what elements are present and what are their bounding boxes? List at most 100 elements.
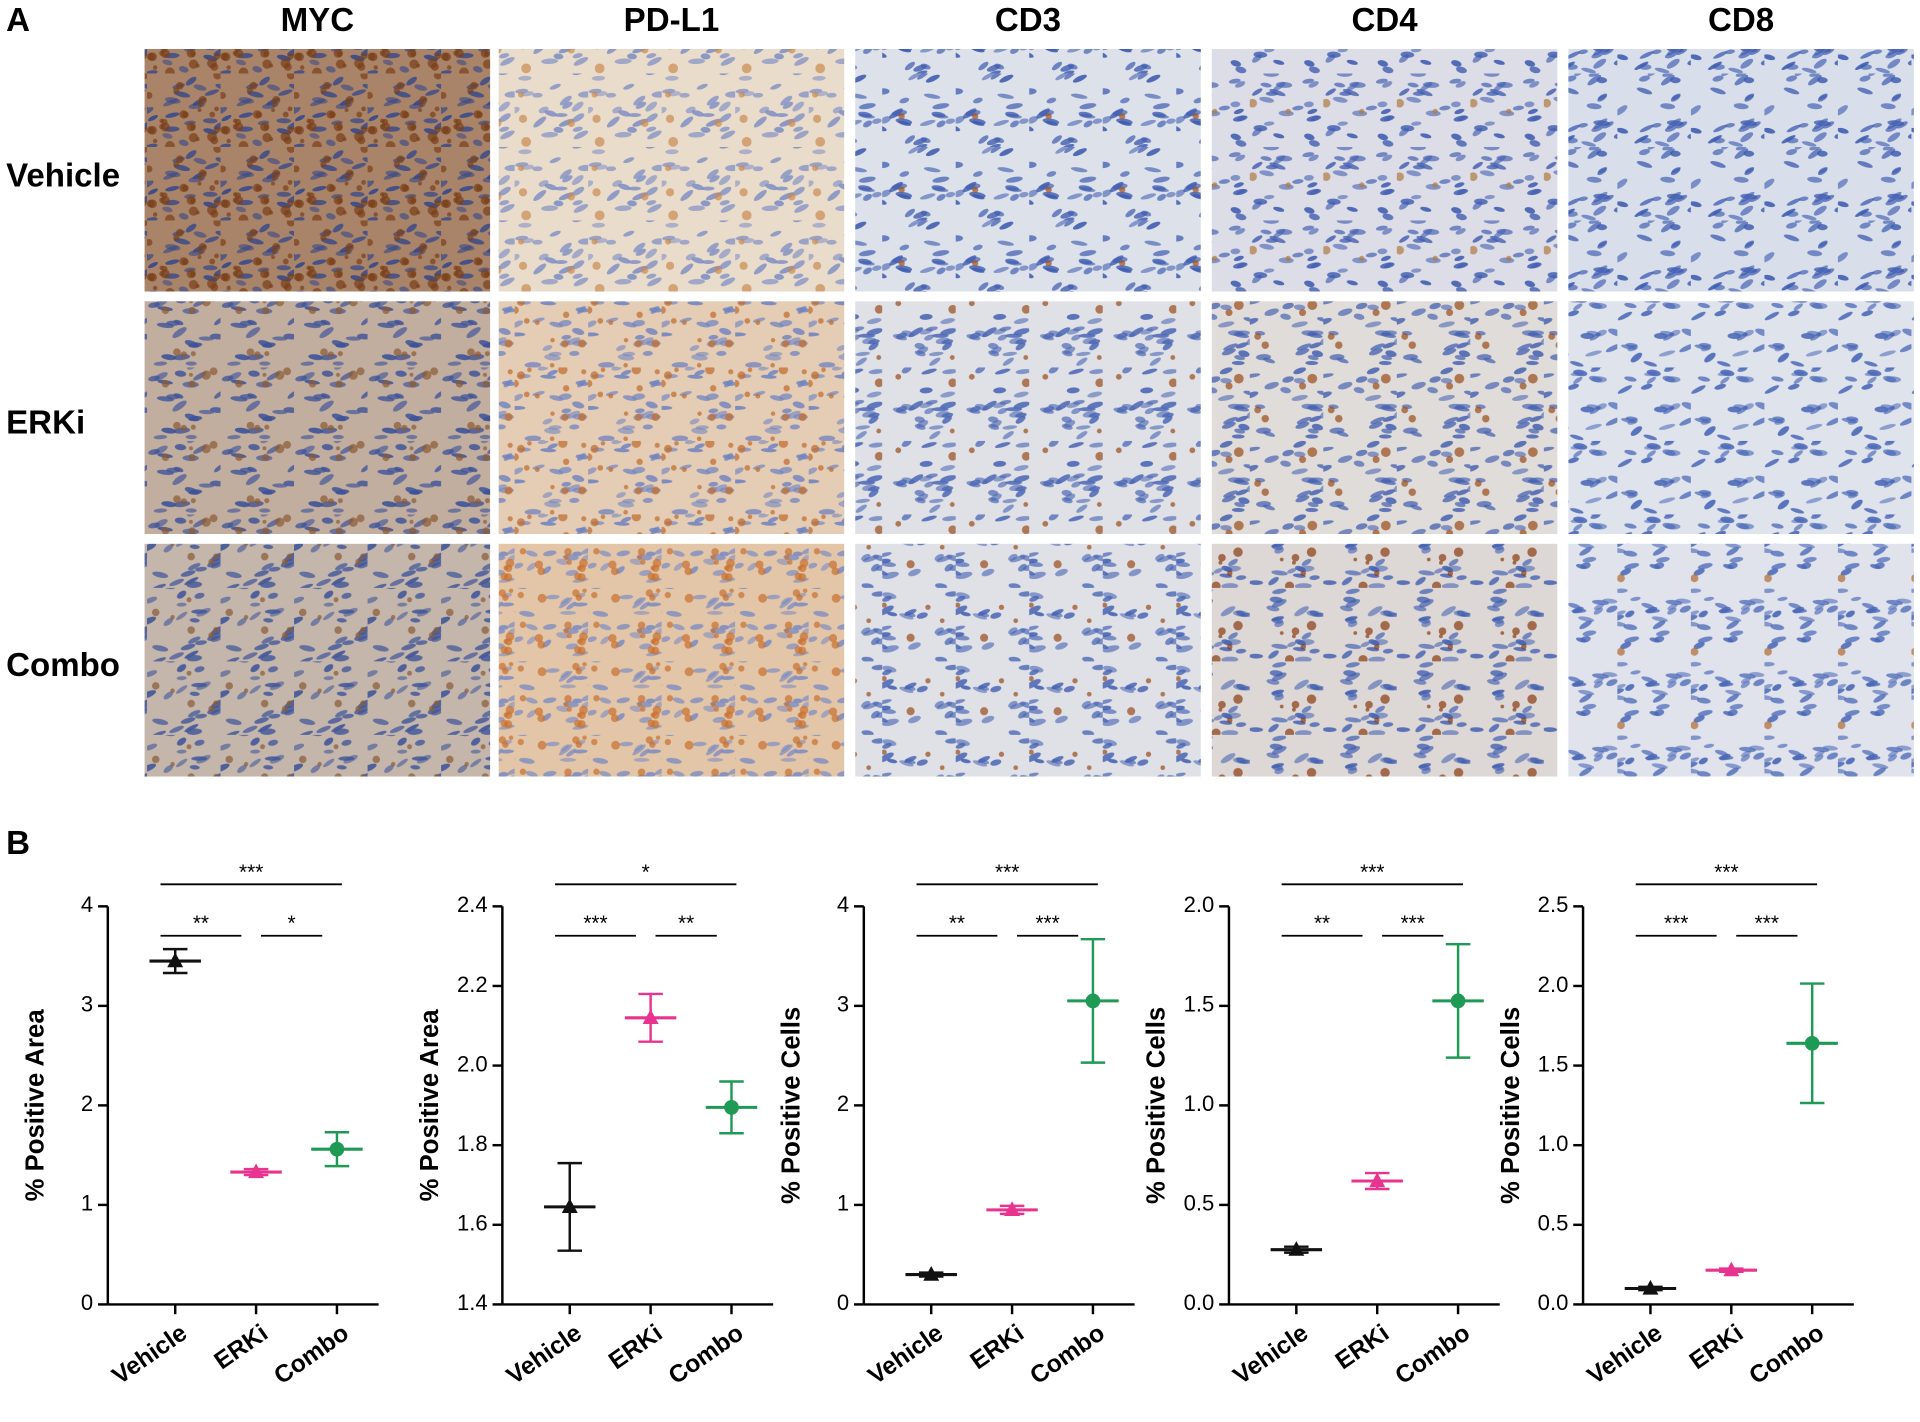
y-tick-label: 2.0: [1538, 972, 1569, 997]
x-tick-label: ERKi: [966, 1319, 1029, 1375]
row-label: Combo: [6, 647, 120, 684]
marker: [329, 1141, 345, 1157]
x-tick-label: Combo: [1390, 1319, 1475, 1390]
data-point: [1067, 937, 1119, 1064]
significance-label: *: [642, 861, 650, 884]
marker: [248, 1163, 265, 1179]
data-point: [1624, 1279, 1677, 1295]
y-axis-label: % Positive Cells: [778, 1007, 806, 1204]
x-tick-label: Combo: [1745, 1319, 1830, 1390]
y-tick-label: 1.6: [457, 1211, 488, 1236]
x-tick-label: Vehicle: [1583, 1319, 1668, 1390]
x-tick-label: ERKi: [1685, 1319, 1748, 1375]
significance-label: ***: [1755, 912, 1779, 935]
data-point: [1705, 1261, 1758, 1277]
marker: [1723, 1261, 1740, 1277]
ihc-image: [855, 543, 1201, 777]
data-point: [544, 1161, 596, 1252]
ihc-image: [1568, 301, 1914, 535]
data-point: [1351, 1171, 1403, 1191]
y-axis-label: % Positive Cells: [1497, 1007, 1525, 1204]
significance-label: ***: [1360, 861, 1384, 884]
y-tick-label: 1.8: [457, 1131, 488, 1156]
y-tick-label: 2.4: [457, 892, 488, 917]
y-tick-label: 1.5: [1184, 992, 1215, 1017]
y-tick-label: 1.5: [1538, 1051, 1569, 1076]
panel-label: A: [6, 2, 30, 39]
y-tick-label: 1.0: [1538, 1131, 1569, 1156]
y-tick-label: 1.0: [1184, 1091, 1215, 1116]
marker: [1085, 993, 1101, 1009]
x-tick-label: Combo: [664, 1319, 749, 1390]
ihc-image: [498, 301, 845, 535]
significance-label: ***: [1714, 861, 1738, 884]
y-tick-label: 3: [81, 992, 93, 1017]
data-point: [230, 1163, 282, 1179]
significance-label: ***: [239, 861, 263, 884]
y-tick-label: 0.5: [1538, 1211, 1569, 1236]
y-tick-label: 2: [837, 1091, 849, 1116]
data-point: [705, 1080, 758, 1135]
data-point: [905, 1265, 957, 1281]
y-tick-label: 4: [81, 892, 93, 917]
column-header: CD8: [1708, 2, 1774, 39]
column-header: MYC: [281, 2, 354, 39]
y-tick-label: 3: [837, 992, 849, 1017]
data-point: [624, 992, 677, 1043]
x-tick-label: ERKi: [210, 1319, 273, 1375]
marker: [1450, 993, 1466, 1009]
row-label: ERKi: [6, 405, 85, 442]
x-tick-label: Combo: [269, 1319, 354, 1390]
ihc-image: [498, 543, 845, 777]
marker: [1804, 1035, 1820, 1051]
data-point: [311, 1131, 363, 1168]
significance-label: **: [193, 912, 209, 935]
data-point: [986, 1201, 1038, 1217]
ihc-image: [498, 48, 845, 292]
x-tick-label: Vehicle: [1229, 1319, 1314, 1390]
marker: [923, 1265, 940, 1281]
marker: [1288, 1241, 1305, 1256]
significance-label: **: [949, 912, 965, 935]
significance-label: ***: [995, 861, 1019, 884]
row-label: Vehicle: [6, 157, 120, 194]
x-tick-label: ERKi: [604, 1319, 667, 1375]
significance-label: *: [288, 912, 296, 935]
column-header: PD-L1: [624, 2, 720, 39]
y-tick-label: 2.0: [1184, 892, 1215, 917]
y-tick-label: 2.0: [457, 1051, 488, 1076]
marker: [724, 1100, 739, 1115]
marker: [561, 1198, 578, 1214]
y-axis-label: % Positive Area: [416, 1009, 444, 1202]
ihc-image: [144, 48, 491, 292]
data-point: [1786, 982, 1838, 1105]
ihc-image: [1568, 543, 1914, 777]
significance-label: ***: [583, 912, 607, 935]
ihc-image: [1211, 543, 1558, 777]
significance-label: **: [678, 912, 694, 935]
x-tick-label: ERKi: [1331, 1319, 1394, 1375]
ihc-image: [1211, 48, 1558, 292]
y-tick-label: 0.0: [1184, 1290, 1215, 1315]
panel-label: B: [6, 825, 30, 862]
x-tick-label: Vehicle: [502, 1319, 587, 1390]
significance-label: **: [1314, 912, 1330, 935]
marker: [167, 952, 184, 968]
column-header: CD4: [1351, 2, 1418, 39]
x-tick-label: Combo: [1025, 1319, 1110, 1390]
marker: [1642, 1279, 1659, 1295]
y-tick-label: 0.5: [1184, 1191, 1215, 1216]
y-axis-label: % Positive Area: [22, 1009, 50, 1202]
ihc-image: [144, 301, 491, 535]
significance-label: ***: [1664, 912, 1688, 935]
ihc-image: [144, 543, 491, 777]
column-header: CD3: [995, 2, 1061, 39]
y-tick-label: 2: [81, 1091, 93, 1116]
marker: [1369, 1172, 1386, 1188]
data-point: [1432, 942, 1484, 1059]
y-tick-label: 2.2: [457, 972, 488, 997]
significance-label: ***: [1401, 912, 1425, 935]
y-tick-label: 0.0: [1538, 1290, 1569, 1315]
